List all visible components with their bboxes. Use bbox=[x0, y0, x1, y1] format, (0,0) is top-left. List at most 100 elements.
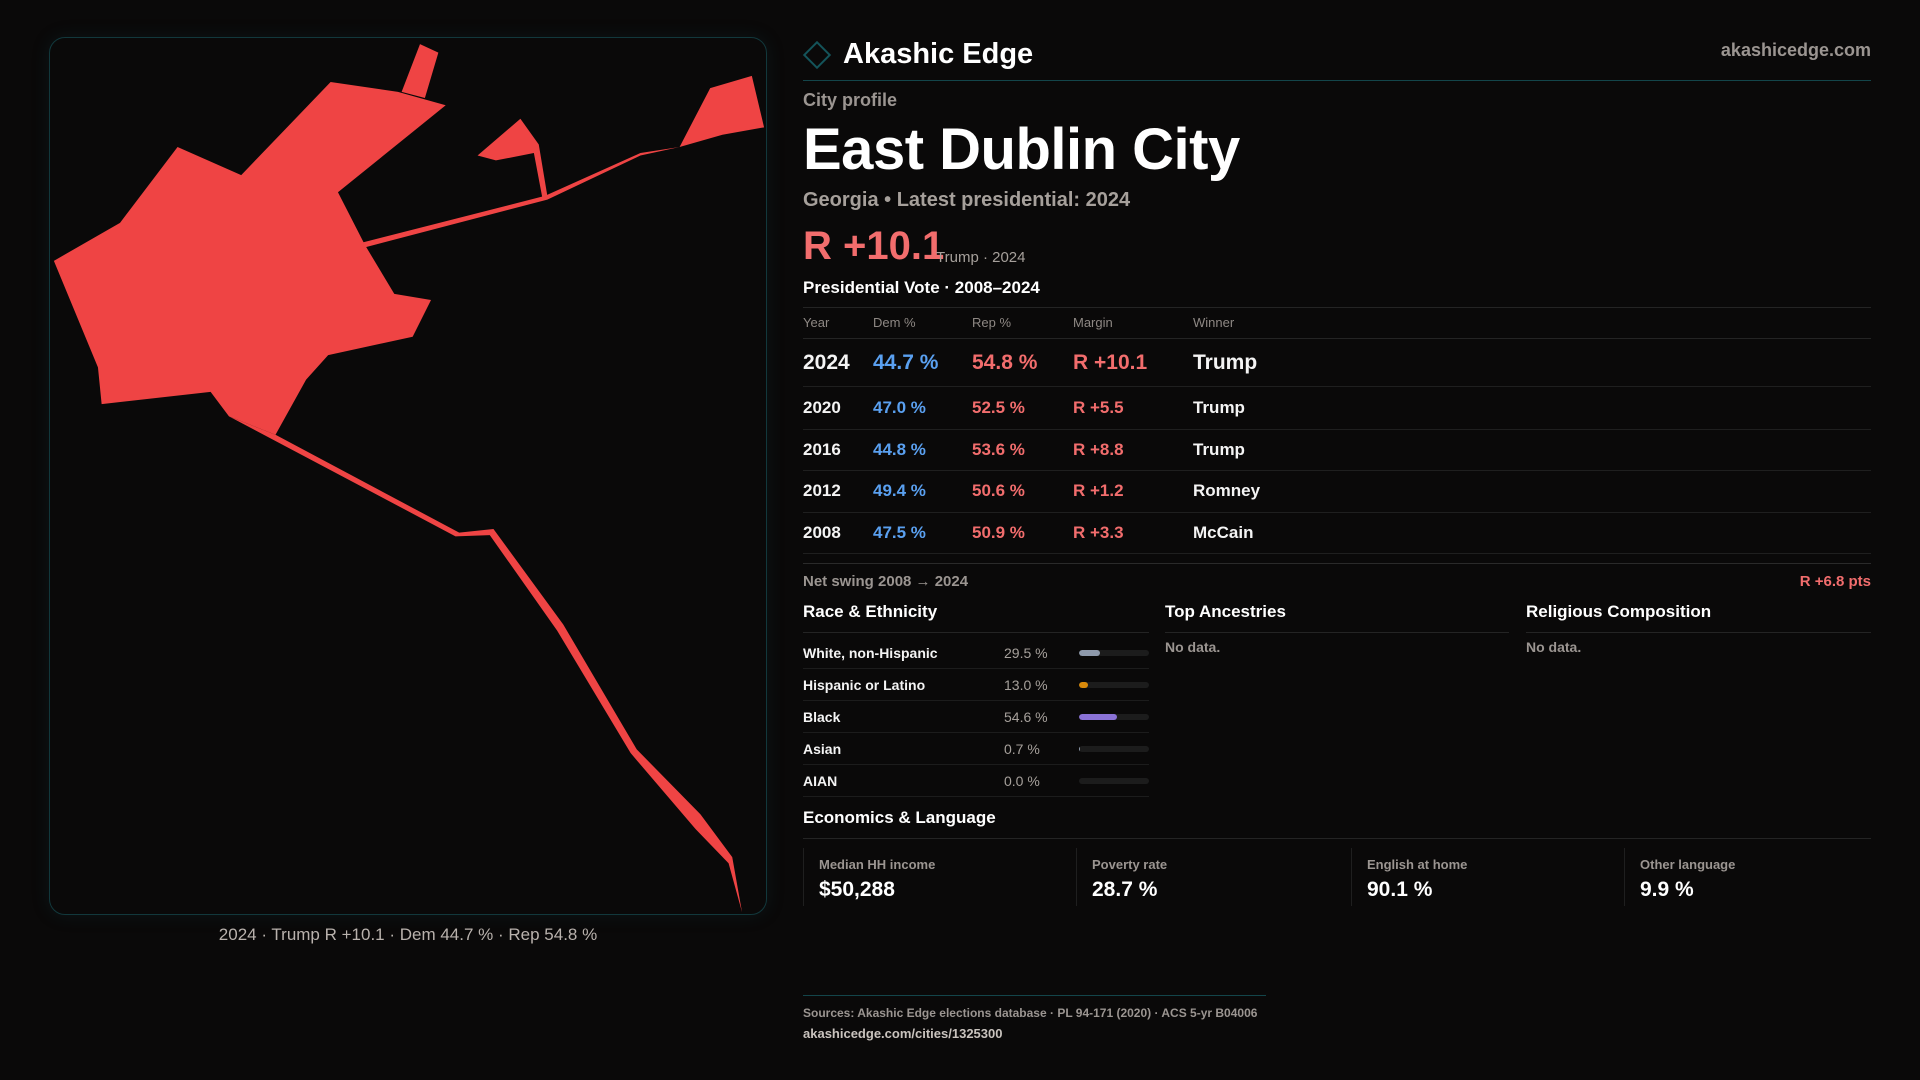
col-header-dem: Dem % bbox=[873, 315, 916, 330]
race-value: 54.6 % bbox=[1004, 708, 1048, 725]
diamond-logo-icon bbox=[802, 40, 832, 69]
stat-value: $50,288 bbox=[819, 878, 895, 901]
vote-cell-margin: R +5.5 bbox=[1073, 398, 1124, 418]
stat-card: Other language 9.9 % bbox=[1624, 848, 1884, 906]
race-row: Hispanic or Latino 13.0 % bbox=[803, 669, 1149, 701]
econ-title: Economics & Language bbox=[803, 808, 996, 827]
page-kicker: City profile bbox=[803, 90, 898, 110]
stat-label: Poverty rate bbox=[1092, 857, 1168, 872]
vote-cell-year: 2012 bbox=[803, 481, 841, 501]
brand-name: Akashic Edge bbox=[843, 38, 1034, 70]
stat-value: 28.7 % bbox=[1092, 878, 1158, 901]
ancestry-empty: No data. bbox=[1165, 639, 1221, 655]
vote-cell-margin: R +1.2 bbox=[1073, 481, 1124, 501]
divider bbox=[803, 307, 1871, 308]
header-divider bbox=[803, 80, 1871, 81]
stat-card: Poverty rate 28.7 % bbox=[1076, 848, 1336, 906]
stat-card: English at home 90.1 % bbox=[1351, 848, 1611, 906]
vote-cell-dem: 44.8 % bbox=[873, 439, 926, 459]
race-bar-fill bbox=[1079, 681, 1089, 688]
vote-cell-rep: 54.8 % bbox=[972, 350, 1038, 374]
votes-title: Presidential Vote · 2008–2024 bbox=[803, 278, 1040, 297]
race-label: Hispanic or Latino bbox=[803, 676, 926, 693]
race-row: Asian 0.7 % bbox=[803, 733, 1149, 765]
footer-divider bbox=[803, 995, 1266, 996]
divider bbox=[803, 632, 1149, 633]
vote-cell-year: 2024 bbox=[803, 350, 850, 374]
vote-row: 2020 47.0 % 52.5 % R +5.5 Trump bbox=[803, 388, 1871, 430]
stat-label: Median HH income bbox=[819, 857, 936, 872]
stat-label: English at home bbox=[1367, 857, 1468, 872]
ancestry-title: Top Ancestries bbox=[1165, 602, 1286, 621]
race-label: Black bbox=[803, 708, 841, 725]
vote-cell-margin: R +10.1 bbox=[1073, 350, 1148, 374]
map-panel[interactable] bbox=[49, 37, 767, 915]
vote-cell-winner: Romney bbox=[1193, 481, 1261, 501]
race-bar bbox=[1079, 713, 1149, 720]
vote-row: 2016 44.8 % 53.6 % R +8.8 Trump bbox=[803, 430, 1871, 472]
col-header-rep: Rep % bbox=[972, 315, 1012, 330]
vote-cell-winner: Trump bbox=[1193, 439, 1245, 459]
vote-cell-winner: Trump bbox=[1193, 398, 1245, 418]
vote-cell-winner: McCain bbox=[1193, 523, 1254, 543]
stat-value: 90.1 % bbox=[1367, 878, 1433, 901]
vote-cell-rep: 50.9 % bbox=[972, 523, 1025, 543]
vote-cell-year: 2020 bbox=[803, 398, 841, 418]
divider bbox=[1165, 632, 1509, 633]
divider bbox=[803, 338, 1871, 339]
race-label: Asian bbox=[803, 740, 842, 757]
race-bar bbox=[1079, 745, 1149, 752]
vote-row: 2024 44.7 % 54.8 % R +10.1 Trump bbox=[803, 339, 1871, 387]
vote-cell-margin: R +8.8 bbox=[1073, 439, 1124, 459]
footer-link[interactable]: akashicedge.com/cities/1325300 bbox=[803, 1026, 1003, 1041]
religion-empty: No data. bbox=[1526, 639, 1582, 655]
race-bar-fill bbox=[1079, 713, 1118, 720]
page-title: East Dublin City bbox=[803, 117, 1240, 182]
race-bar bbox=[1079, 777, 1149, 784]
stat-label: Other language bbox=[1640, 857, 1736, 872]
divider bbox=[1526, 632, 1871, 633]
race-bar-fill bbox=[1079, 649, 1100, 656]
race-label: White, non-Hispanic bbox=[803, 644, 938, 661]
vote-cell-rep: 53.6 % bbox=[972, 439, 1025, 459]
vote-cell-rep: 52.5 % bbox=[972, 398, 1025, 418]
vote-cell-dem: 47.5 % bbox=[873, 523, 926, 543]
race-value: 0.0 % bbox=[1004, 772, 1040, 789]
divider bbox=[803, 563, 1871, 564]
race-row: White, non-Hispanic 29.5 % bbox=[803, 637, 1149, 669]
race-label: AIAN bbox=[803, 772, 838, 789]
vote-cell-dem: 49.4 % bbox=[873, 481, 926, 501]
net-swing-value: R +6.8 pts bbox=[1799, 573, 1871, 590]
col-header-year: Year bbox=[803, 315, 830, 330]
headline-margin: R +10.1 bbox=[803, 224, 945, 268]
race-bar bbox=[1079, 681, 1149, 688]
site-link[interactable]: akashicedge.com bbox=[1720, 40, 1871, 60]
stat-card: Median HH income $50,288 bbox=[803, 848, 1063, 906]
race-value: 29.5 % bbox=[1004, 644, 1048, 661]
headline-note: Trump · 2024 bbox=[936, 249, 1026, 266]
stat-value: 9.9 % bbox=[1640, 878, 1694, 901]
divider bbox=[803, 838, 1871, 839]
col-header-winner: Winner bbox=[1193, 315, 1235, 330]
map-caption: 2024 · Trump R +10.1 · Dem 44.7 % · Rep … bbox=[218, 925, 598, 944]
race-bar bbox=[1079, 649, 1149, 656]
page-subtitle: Georgia • Latest presidential: 2024 bbox=[803, 189, 1131, 211]
race-row: AIAN 0.0 % bbox=[803, 765, 1149, 797]
vote-cell-rep: 50.6 % bbox=[972, 481, 1025, 501]
brand-logo[interactable]: Akashic Edge bbox=[802, 38, 1034, 71]
col-header-margin: Margin bbox=[1073, 315, 1113, 330]
vote-row: 2008 47.5 % 50.9 % R +3.3 McCain bbox=[803, 513, 1871, 555]
net-swing-label: Net swing 2008 → 2024 bbox=[803, 573, 969, 590]
vote-cell-year: 2008 bbox=[803, 523, 841, 543]
race-row: Black 54.6 % bbox=[803, 701, 1149, 733]
vote-cell-winner: Trump bbox=[1193, 350, 1258, 374]
vote-cell-margin: R +3.3 bbox=[1073, 523, 1124, 543]
race-title: Race & Ethnicity bbox=[803, 602, 938, 621]
footer-sources: Sources: Akashic Edge elections database… bbox=[803, 1006, 1258, 1020]
vote-cell-dem: 47.0 % bbox=[873, 398, 926, 418]
vote-cell-year: 2016 bbox=[803, 439, 841, 459]
vote-cell-dem: 44.7 % bbox=[873, 350, 939, 374]
vote-row: 2012 49.4 % 50.6 % R +1.2 Romney bbox=[803, 471, 1871, 513]
race-value: 0.7 % bbox=[1004, 740, 1040, 757]
religion-title: Religious Composition bbox=[1526, 602, 1712, 621]
